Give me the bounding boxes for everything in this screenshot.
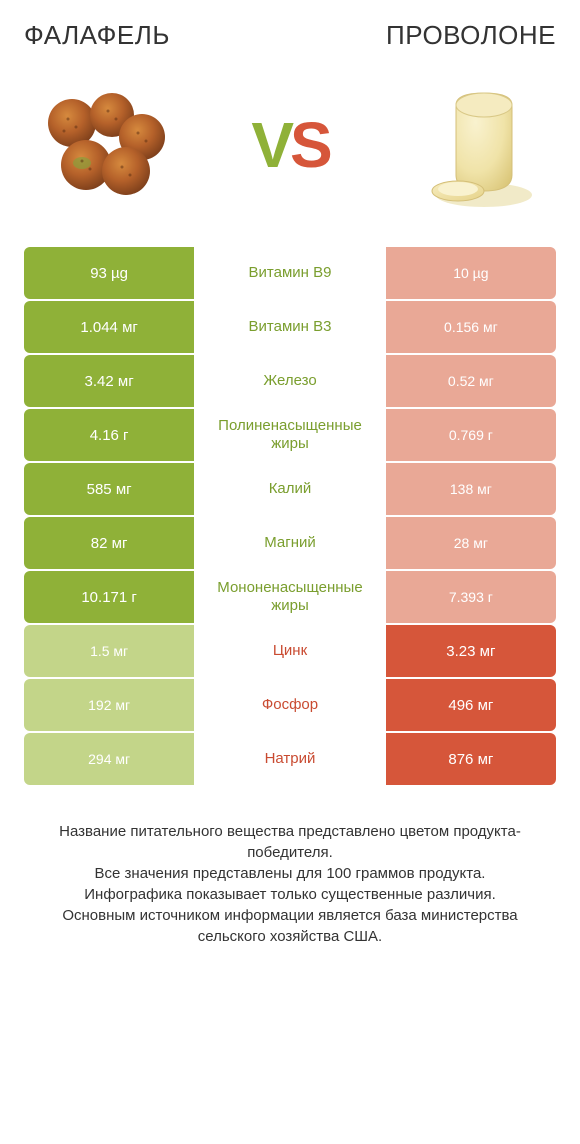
left-value: 93 µg xyxy=(24,247,194,299)
nutrient-row: 192 мгФосфор496 мг xyxy=(24,679,556,731)
nutrient-name: Калий xyxy=(194,463,386,515)
right-value: 0.156 мг xyxy=(386,301,556,353)
nutrient-row: 3.42 мгЖелезо0.52 мг xyxy=(24,355,556,407)
left-value: 4.16 г xyxy=(24,409,194,461)
right-value: 3.23 мг xyxy=(386,625,556,677)
right-food-title: ПРОВОЛОНЕ xyxy=(386,20,556,51)
nutrient-name: Фосфор xyxy=(194,679,386,731)
vs-s: S xyxy=(290,109,329,181)
footer-line: Название питательного вещества представл… xyxy=(32,821,548,863)
right-value: 7.393 г xyxy=(386,571,556,623)
footer-line: Основным источником информации является … xyxy=(32,905,548,947)
nutrient-row: 93 µgВитамин B910 µg xyxy=(24,247,556,299)
images-row: VS xyxy=(24,75,556,215)
right-value: 138 мг xyxy=(386,463,556,515)
right-value: 0.52 мг xyxy=(386,355,556,407)
right-value: 28 мг xyxy=(386,517,556,569)
nutrient-name: Мононенасыщенные жиры xyxy=(194,571,386,623)
right-value: 0.769 г xyxy=(386,409,556,461)
nutrient-name: Витамин B9 xyxy=(194,247,386,299)
nutrient-row: 10.171 гМононенасыщенные жиры7.393 г xyxy=(24,571,556,623)
footer-line: Все значения представлены для 100 граммо… xyxy=(32,863,548,884)
left-value: 1.5 мг xyxy=(24,625,194,677)
vs-label: VS xyxy=(251,108,328,182)
left-value: 585 мг xyxy=(24,463,194,515)
left-value: 192 мг xyxy=(24,679,194,731)
nutrient-name: Магний xyxy=(194,517,386,569)
footer-line: Инфографика показывает только существенн… xyxy=(32,884,548,905)
nutrient-name: Натрий xyxy=(194,733,386,785)
nutrient-name: Железо xyxy=(194,355,386,407)
left-food-title: ФАЛАФЕЛЬ xyxy=(24,20,170,51)
left-value: 1.044 мг xyxy=(24,301,194,353)
nutrient-table: 93 µgВитамин B910 µg1.044 мгВитамин B30.… xyxy=(24,247,556,785)
right-value: 496 мг xyxy=(386,679,556,731)
left-value: 10.171 г xyxy=(24,571,194,623)
titles-row: ФАЛАФЕЛЬ ПРОВОЛОНЕ xyxy=(24,20,556,51)
nutrient-row: 294 мгНатрий876 мг xyxy=(24,733,556,785)
nutrient-row: 585 мгКалий138 мг xyxy=(24,463,556,515)
right-value: 876 мг xyxy=(386,733,556,785)
left-value: 82 мг xyxy=(24,517,194,569)
nutrient-name: Полиненасыщенные жиры xyxy=(194,409,386,461)
nutrient-name: Цинк xyxy=(194,625,386,677)
falafel-image xyxy=(34,75,174,215)
left-value: 294 мг xyxy=(24,733,194,785)
right-value: 10 µg xyxy=(386,247,556,299)
nutrient-row: 82 мгМагний28 мг xyxy=(24,517,556,569)
provolone-image xyxy=(406,75,546,215)
left-value: 3.42 мг xyxy=(24,355,194,407)
nutrient-row: 1.044 мгВитамин B30.156 мг xyxy=(24,301,556,353)
nutrient-row: 4.16 гПолиненасыщенные жиры0.769 г xyxy=(24,409,556,461)
nutrient-row: 1.5 мгЦинк3.23 мг xyxy=(24,625,556,677)
vs-v: V xyxy=(251,109,290,181)
infographic-container: ФАЛАФЕЛЬ ПРОВОЛОНЕ xyxy=(0,0,580,967)
footer-notes: Название питательного вещества представл… xyxy=(24,821,556,947)
nutrient-name: Витамин B3 xyxy=(194,301,386,353)
